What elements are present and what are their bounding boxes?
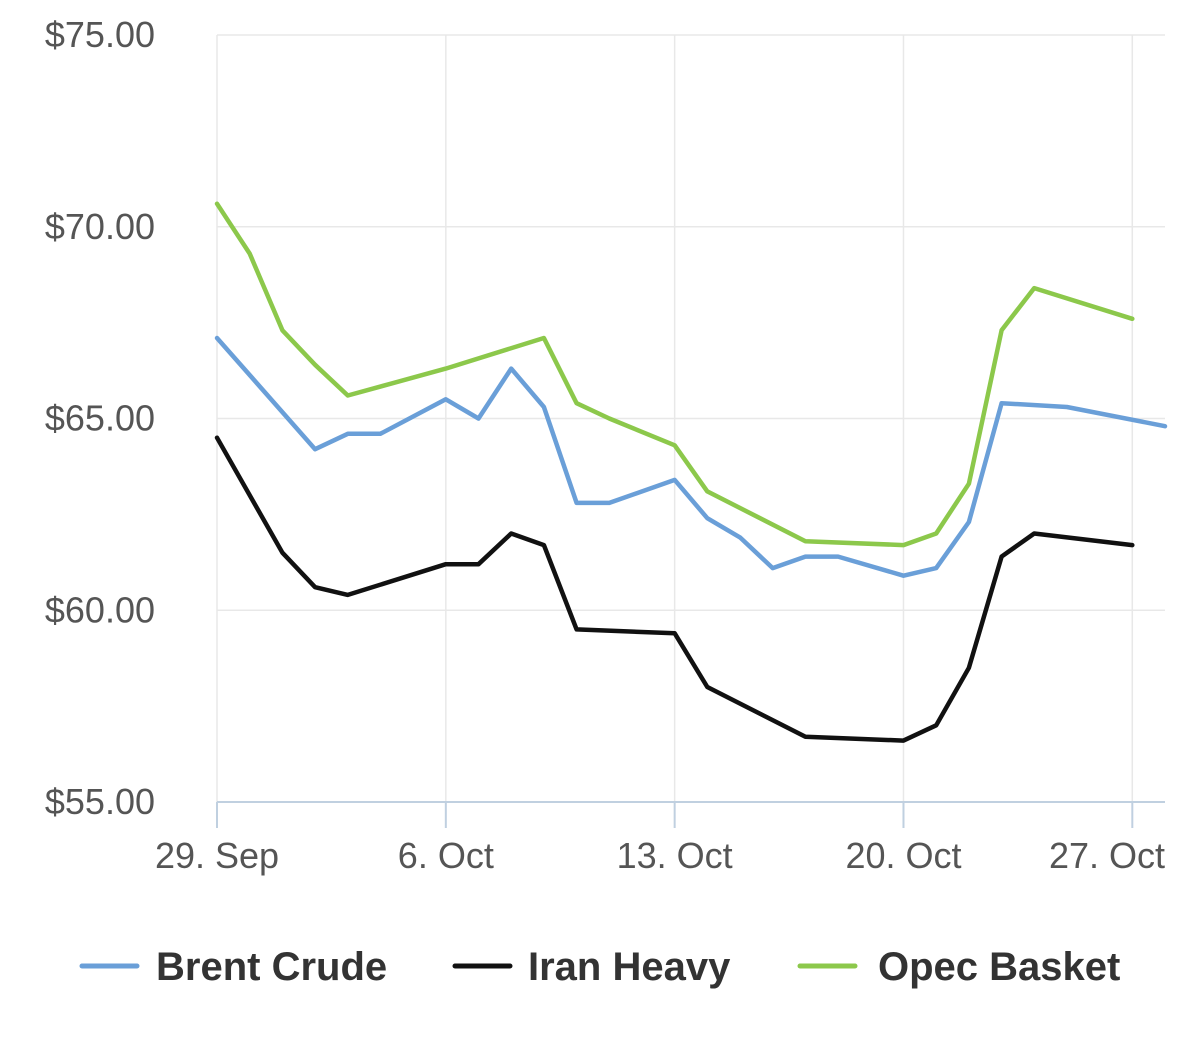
legend-label: Brent Crude bbox=[156, 945, 387, 989]
legend[interactable]: Brent Crude Iran Heavy Opec Basket bbox=[79, 945, 1120, 989]
legend-item-brent-crude[interactable]: Brent Crude bbox=[79, 945, 387, 989]
x-tick-label: 13. Oct bbox=[617, 835, 733, 876]
series-line-brent-crude bbox=[214, 335, 1168, 578]
legend-label: Opec Basket bbox=[878, 945, 1120, 989]
y-tick-label: $75.00 bbox=[45, 14, 155, 55]
legend-item-iran-heavy[interactable]: Iran Heavy bbox=[452, 945, 731, 989]
x-tick-label: 20. Oct bbox=[845, 835, 961, 876]
x-tick-label: 29. Sep bbox=[155, 835, 279, 876]
y-tick-label: $65.00 bbox=[45, 398, 155, 439]
x-tick-label: 6. Oct bbox=[398, 835, 494, 876]
y-tick-label: $70.00 bbox=[45, 206, 155, 247]
series-lines bbox=[214, 201, 1168, 743]
grid bbox=[216, 34, 1165, 802]
series-line-opec-basket bbox=[214, 201, 1135, 548]
legend-item-opec-basket[interactable]: Opec Basket bbox=[797, 945, 1120, 989]
series-line-iran-heavy bbox=[214, 435, 1135, 743]
x-tick-label: 27. Oct bbox=[1049, 835, 1165, 876]
axes: $55.00 $60.00 $65.00 $70.00 $75.00 29. Sep 6. … bbox=[45, 14, 1165, 876]
y-tick-label: $60.00 bbox=[45, 589, 155, 630]
legend-label: Iran Heavy bbox=[528, 945, 731, 989]
y-tick-label: $55.00 bbox=[45, 781, 155, 822]
